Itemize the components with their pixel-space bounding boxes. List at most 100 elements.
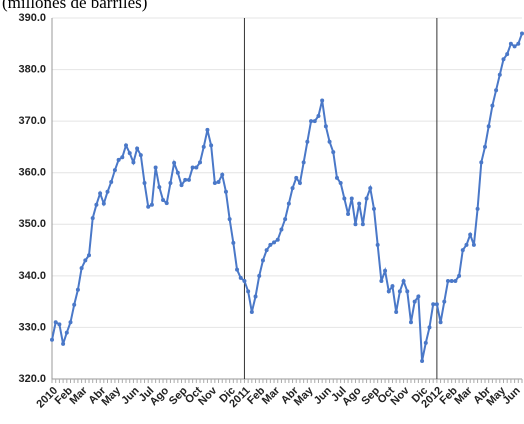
- point-marker: [172, 160, 177, 165]
- point-marker: [520, 31, 524, 36]
- point-marker: [494, 88, 499, 93]
- point-marker: [146, 204, 151, 209]
- point-marker: [50, 337, 54, 342]
- point-marker: [253, 294, 258, 299]
- point-marker: [423, 340, 428, 345]
- point-marker: [490, 103, 495, 108]
- point-marker: [501, 57, 506, 62]
- point-marker: [353, 222, 358, 227]
- point-marker: [101, 201, 106, 206]
- point-marker: [83, 258, 88, 263]
- y-tick-label: 320.0: [18, 373, 46, 385]
- point-marker: [164, 201, 169, 206]
- point-marker: [186, 177, 191, 182]
- point-marker: [508, 41, 513, 46]
- point-marker: [190, 165, 195, 170]
- point-marker: [505, 52, 510, 57]
- x-tick-label: Mar: [67, 384, 90, 407]
- point-marker: [149, 202, 154, 207]
- point-marker: [183, 177, 188, 182]
- point-marker: [138, 153, 143, 158]
- point-marker: [297, 181, 302, 186]
- point-marker: [112, 168, 117, 173]
- point-marker: [227, 217, 232, 222]
- point-marker: [79, 266, 84, 271]
- point-marker: [179, 183, 184, 188]
- point-marker: [75, 287, 80, 292]
- y-tick-label: 350.0: [18, 218, 46, 230]
- point-marker: [390, 284, 395, 289]
- point-marker: [53, 320, 58, 325]
- point-marker: [135, 146, 140, 151]
- point-marker: [420, 358, 425, 363]
- point-marker: [94, 202, 99, 207]
- point-marker: [457, 273, 462, 278]
- point-marker: [479, 160, 484, 165]
- point-marker: [357, 201, 362, 206]
- point-marker: [242, 279, 247, 284]
- point-marker: [57, 322, 62, 327]
- y-tick-label: 380.0: [18, 63, 46, 75]
- point-marker: [486, 124, 491, 129]
- point-marker: [375, 242, 380, 247]
- point-marker: [438, 320, 443, 325]
- y-tick-label: 370.0: [18, 115, 46, 127]
- point-marker: [120, 155, 125, 160]
- point-marker: [161, 198, 166, 203]
- point-marker: [257, 273, 262, 278]
- point-marker: [124, 143, 129, 148]
- x-tick-label: May: [99, 384, 123, 408]
- point-marker: [238, 275, 243, 280]
- series-line: [51, 33, 523, 362]
- point-marker: [334, 175, 339, 180]
- point-marker: [61, 341, 66, 346]
- point-marker: [427, 325, 432, 330]
- point-marker: [198, 160, 203, 165]
- point-marker: [201, 144, 206, 149]
- x-tick-label: Mar: [260, 384, 283, 407]
- point-marker: [205, 127, 210, 132]
- point-marker: [360, 222, 365, 227]
- point-marker: [320, 98, 325, 103]
- point-marker: [482, 144, 487, 149]
- point-marker: [268, 242, 273, 247]
- point-marker: [449, 279, 454, 284]
- point-marker: [87, 253, 92, 258]
- point-marker: [442, 299, 447, 304]
- point-marker: [383, 268, 388, 273]
- point-marker: [397, 289, 402, 294]
- point-marker: [175, 170, 180, 175]
- point-marker: [309, 119, 314, 124]
- point-marker: [468, 232, 473, 237]
- x-tick-label: Nov: [196, 384, 220, 408]
- point-marker: [327, 139, 332, 144]
- point-marker: [272, 240, 277, 245]
- point-marker: [246, 289, 251, 294]
- point-marker: [349, 196, 354, 201]
- point-marker: [235, 267, 240, 272]
- point-marker: [68, 320, 73, 325]
- point-marker: [64, 330, 69, 335]
- point-marker: [460, 248, 465, 253]
- point-marker: [316, 113, 321, 118]
- chart-title: (millones de barriles): [2, 0, 147, 12]
- point-marker: [249, 309, 254, 314]
- x-tick-label: Mar: [452, 384, 475, 407]
- point-marker: [223, 189, 228, 194]
- point-marker: [364, 196, 369, 201]
- point-marker: [216, 179, 221, 184]
- point-marker: [338, 181, 343, 186]
- point-marker: [286, 201, 291, 206]
- point-marker: [98, 191, 103, 196]
- point-marker: [294, 175, 299, 180]
- point-marker: [231, 240, 236, 245]
- y-tick-label: 360.0: [18, 167, 46, 179]
- point-marker: [212, 181, 217, 186]
- point-marker: [279, 227, 284, 232]
- point-marker: [90, 216, 95, 221]
- point-marker: [471, 242, 476, 247]
- x-tick-label: Nov: [389, 384, 413, 408]
- point-marker: [105, 189, 110, 194]
- point-marker: [371, 206, 376, 211]
